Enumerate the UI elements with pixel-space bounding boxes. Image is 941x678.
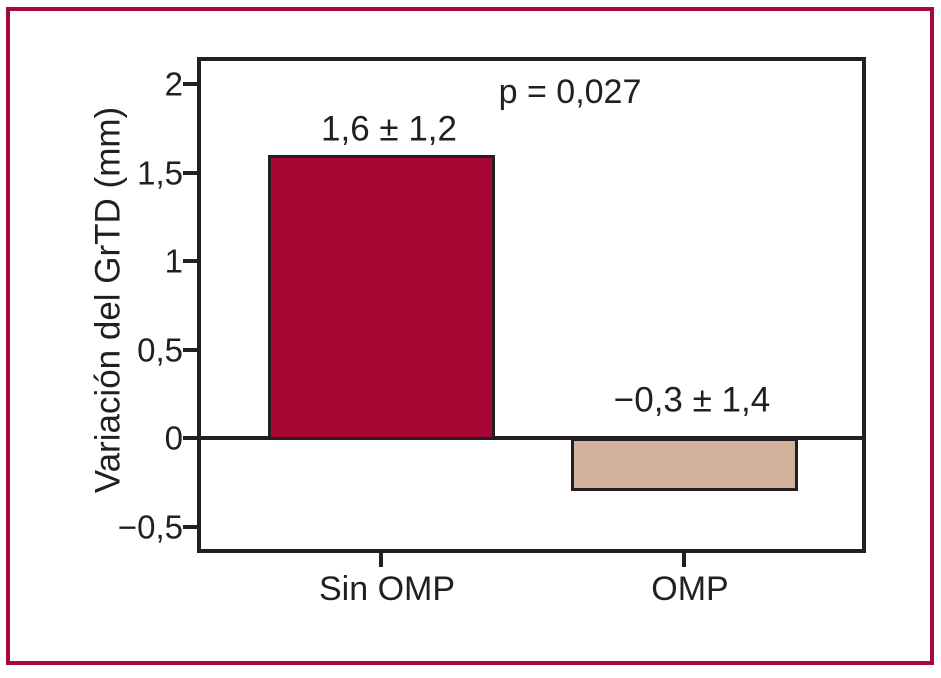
x-category-label: OMP <box>651 570 729 608</box>
y-tick-mark <box>183 171 197 175</box>
y-tick-mark <box>183 259 197 263</box>
x-category-label: Sin OMP <box>318 570 456 608</box>
zero-baseline <box>197 436 866 440</box>
y-tick-mark <box>183 82 197 86</box>
figure-frame <box>6 7 934 665</box>
y-tick-mark <box>183 436 197 440</box>
y-tick-label: −0,5 <box>117 508 183 546</box>
y-tick-mark <box>183 525 197 529</box>
x-tick-mark <box>682 553 686 567</box>
bar-sin-omp <box>268 155 495 440</box>
bar-value-label: −0,3 ± 1,4 <box>613 380 771 420</box>
y-tick-mark <box>183 348 197 352</box>
y-tick-label: 0,5 <box>137 331 183 369</box>
x-tick-mark <box>379 553 383 567</box>
bar-omp <box>571 438 798 491</box>
bar-value-label: 1,6 ± 1,2 <box>321 109 457 149</box>
y-tick-label: 0 <box>164 419 183 457</box>
y-tick-label: 1,5 <box>137 154 183 192</box>
y-tick-label: 1 <box>164 242 183 280</box>
y-tick-label: 2 <box>164 65 183 103</box>
p-value-annotation: p = 0,027 <box>498 73 642 111</box>
